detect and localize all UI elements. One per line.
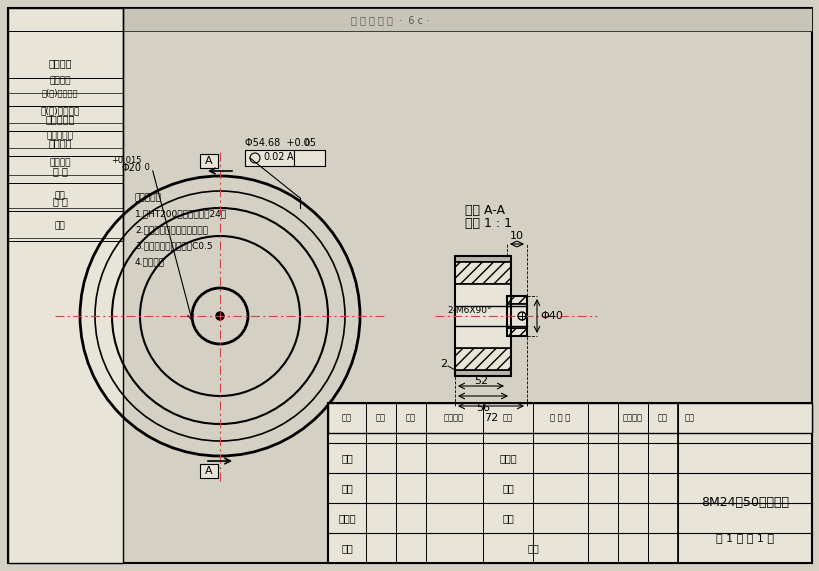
Text: 审批计: 审批计 — [337, 513, 355, 523]
Bar — [328, 403, 811, 433]
Text: 标准化: 标准化 — [499, 453, 516, 463]
Text: 2-M6X90°: 2-M6X90° — [447, 307, 491, 316]
Text: Φ20: Φ20 — [122, 163, 142, 173]
Text: 工艺: 工艺 — [501, 483, 514, 493]
Text: 剖面 A-A: 剖面 A-A — [464, 204, 505, 218]
Text: 0: 0 — [305, 139, 310, 148]
Text: 阶段标记: 阶段标记 — [622, 413, 642, 423]
Text: 日 期: 日 期 — [52, 196, 67, 206]
Text: 签 字: 签 字 — [52, 166, 67, 176]
Text: 数量: 数量 — [376, 413, 386, 423]
Text: 52: 52 — [473, 376, 487, 386]
Text: 年 月 日: 年 月 日 — [550, 413, 569, 423]
Text: 分区: 分区 — [405, 413, 415, 423]
Text: 0.02: 0.02 — [263, 152, 284, 162]
Text: Φ40: Φ40 — [540, 311, 562, 321]
Text: +0.015: +0.015 — [111, 156, 142, 166]
Text: 批准: 批准 — [341, 543, 352, 553]
Bar — [506, 328, 527, 336]
Text: 零件代号: 零件代号 — [49, 77, 70, 86]
Text: 8M24齿50同步带轮: 8M24齿50同步带轮 — [700, 497, 788, 509]
Text: 审核: 审核 — [501, 513, 514, 523]
Bar — [455, 370, 510, 376]
Text: 标记: 标记 — [342, 413, 351, 423]
Text: 签名: 签名 — [502, 413, 513, 423]
Bar — [455, 262, 510, 284]
Text: 10: 10 — [509, 231, 523, 241]
Text: 底图总号: 底图总号 — [49, 159, 70, 167]
Text: 图 纸 交 流 馆  ·  6 c ·: 图 纸 交 流 馆 · 6 c · — [351, 15, 428, 25]
Bar — [200, 464, 218, 478]
Text: 2: 2 — [439, 359, 446, 369]
Text: 台(组)用件量记: 台(组)用件量记 — [42, 89, 78, 98]
Text: 技术要求：: 技术要求： — [135, 193, 161, 202]
Bar — [455, 284, 510, 348]
Text: 设计: 设计 — [341, 453, 352, 463]
Text: 归底图总号: 归底图总号 — [45, 114, 75, 124]
Text: 日期: 日期 — [55, 222, 66, 231]
Text: 4.表面发黑: 4.表面发黑 — [135, 257, 165, 266]
Circle shape — [215, 312, 224, 320]
Text: 比例: 比例 — [684, 413, 695, 423]
Text: 校核: 校核 — [341, 483, 352, 493]
Text: 质量: 质量 — [657, 413, 667, 423]
Text: 签字: 签字 — [55, 191, 66, 200]
Text: 0: 0 — [142, 163, 150, 172]
Text: 更改文件: 更改文件 — [443, 413, 464, 423]
Text: 1.据HT200材料，齿数为24齿: 1.据HT200材料，齿数为24齿 — [135, 209, 227, 218]
Bar — [455, 256, 510, 376]
Text: 3.饣边倒角，未注倒角C0.5: 3.饣边倒角，未注倒角C0.5 — [135, 241, 212, 250]
Text: 56: 56 — [475, 403, 490, 413]
Text: 归库图总号: 归库图总号 — [47, 131, 74, 140]
Text: A: A — [205, 156, 213, 166]
Text: 批准: 批准 — [527, 543, 538, 553]
Bar — [455, 256, 510, 262]
Text: A: A — [205, 466, 213, 476]
Bar — [200, 154, 218, 168]
Text: 2.齿顶圆弧面与内孔轴线平行: 2.齿顶圆弧面与内孔轴线平行 — [135, 225, 208, 234]
FancyBboxPatch shape — [245, 150, 324, 166]
Bar — [455, 348, 510, 370]
Bar — [8, 8, 123, 563]
Bar — [506, 296, 527, 304]
Text: A: A — [287, 152, 293, 162]
Text: 比例 1 : 1: 比例 1 : 1 — [464, 218, 511, 231]
Text: Φ54.68  +0.05: Φ54.68 +0.05 — [245, 138, 315, 148]
Text: 底图总号: 底图总号 — [48, 138, 72, 148]
Text: 72: 72 — [483, 413, 497, 423]
Bar — [328, 403, 811, 563]
Text: 台(组)用件量记: 台(组)用件量记 — [40, 107, 79, 115]
Text: 共 1 张 第 1 张: 共 1 张 第 1 张 — [715, 533, 773, 543]
Bar — [506, 304, 527, 328]
Text: 零件代号: 零件代号 — [48, 58, 72, 68]
Bar — [506, 296, 527, 336]
Bar — [8, 8, 811, 31]
